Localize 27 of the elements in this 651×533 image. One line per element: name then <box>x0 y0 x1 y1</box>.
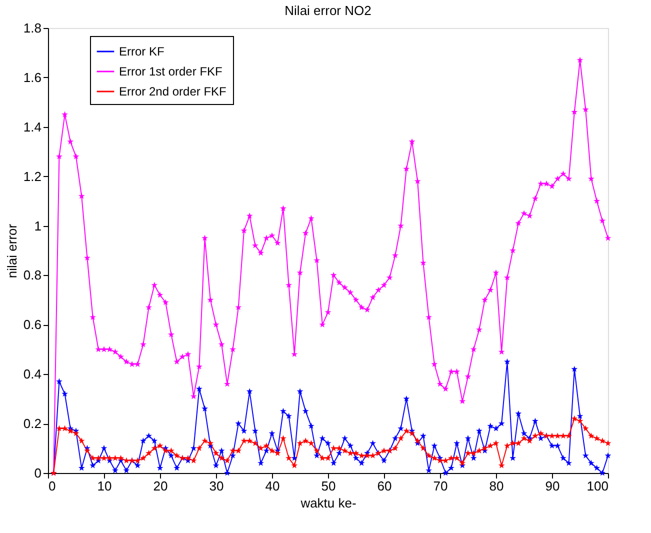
y-tick-label: 0.2 <box>23 416 42 432</box>
y-tick-label: 1 <box>34 218 42 234</box>
y-tick-label: 1.6 <box>23 70 42 85</box>
y-tick-label: 0.8 <box>23 268 42 283</box>
x-tick-label: 50 <box>321 478 336 494</box>
y-tick-label: 0.6 <box>23 317 42 332</box>
x-tick-label: 60 <box>377 478 392 494</box>
x-axis-title: waktu ke- <box>300 496 356 510</box>
x-tick-label: 70 <box>433 478 448 494</box>
y-tick-label: 0.4 <box>23 366 42 382</box>
x-tick-label: 20 <box>153 478 168 494</box>
x-tick-label: 30 <box>209 478 224 494</box>
chart-title: Nilai error NO2 <box>284 3 372 18</box>
x-tick-label: 90 <box>545 478 560 494</box>
x-tick-label: 0 <box>48 478 56 494</box>
y-tick-label: 1.8 <box>23 20 42 36</box>
legend-label: Error 2nd order FKF <box>119 84 226 98</box>
x-tick-label: 40 <box>265 478 280 494</box>
x-tick-label: 10 <box>97 478 112 494</box>
legend-label: Error 1st order FKF <box>119 64 222 78</box>
legend-label: Error KF <box>119 44 164 58</box>
y-axis-title: nilai error <box>4 223 20 278</box>
y-tick-label: 0 <box>34 466 42 480</box>
x-tick-label: 100 <box>586 478 608 494</box>
y-tick-label: 1.2 <box>23 168 42 184</box>
y-tick-label: 1.4 <box>23 119 42 134</box>
x-tick-label: 80 <box>489 478 504 494</box>
